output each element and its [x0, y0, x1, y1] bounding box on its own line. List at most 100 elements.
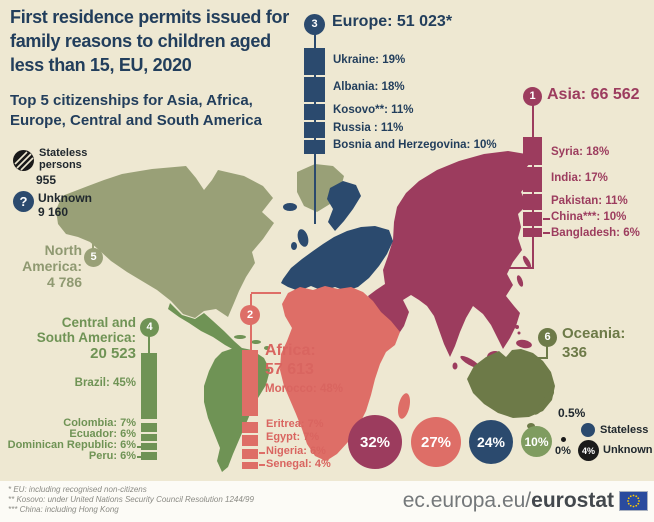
philippines-south-shape: [517, 331, 521, 335]
sri-lanka-shape: [452, 362, 458, 370]
europe-country-kosovo: Kosovo**: 11%: [333, 104, 414, 116]
csa-country-peru: Peru: 6%: [88, 450, 136, 462]
africa-senegal-tick: [259, 464, 265, 466]
new-zealand-south-shape: [533, 403, 545, 415]
legend-unknown-label: Unknown: [603, 444, 653, 456]
page-title-line1: First residence permits issued for: [10, 7, 289, 27]
africa-country-eritrea: Eritrea: 7%: [266, 418, 324, 430]
page-title-line2: family reasons to children aged: [10, 31, 271, 51]
csa-rank-badge: 4: [140, 318, 159, 337]
sumatra-shape: [460, 355, 480, 369]
north-america-connector-line-vertical: [92, 239, 94, 249]
continent-africa-shape: [280, 286, 400, 461]
question-mark-glyph: ?: [19, 194, 28, 209]
share-bubble-africa: 27%: [411, 417, 461, 467]
csa-country-brazil: Brazil: 45%: [74, 377, 136, 389]
asia-country-pakistan: Pakistan: 11%: [551, 195, 628, 207]
africa-country-senegal: Senegal: 4%: [266, 458, 331, 470]
iceland-shape: [283, 203, 297, 211]
europe-country-albania: Albania: 18%: [333, 81, 405, 93]
asia-china-tick: [543, 218, 550, 220]
north-america-connector-line-horizontal: [92, 237, 158, 239]
stateless-persons-value: 955: [36, 173, 57, 187]
csa-heading-line2: South America:: [36, 330, 136, 345]
europe-bar-albania: [304, 77, 325, 102]
central-america-shape: [168, 303, 243, 351]
legend-unknown-circle: 4%: [578, 440, 599, 461]
csa-dominican-tick: [137, 446, 141, 448]
oceania-rank-badge: 6: [538, 328, 557, 347]
footer-url-regular: ec.europa.eu/: [402, 489, 532, 512]
asia-bar-india: [523, 167, 542, 192]
csa-country-dominican-republic: Dominican Republic: 6%: [7, 439, 136, 451]
legend-stateless-pct: 0.5%: [558, 406, 586, 420]
africa-bar-eritrea: [242, 422, 258, 433]
footnote-eu: * EU: including recognised non-citizens: [8, 485, 147, 494]
new-guinea-shape: [516, 339, 532, 349]
footer-strip: [0, 481, 654, 522]
africa-country-egypt: Egypt: 7%: [266, 431, 320, 443]
footnote-china: *** China: including Hong Kong: [8, 505, 119, 514]
asia-rank-badge: 1: [523, 87, 542, 106]
csa-country-ecuador: Ecuador: 6%: [69, 428, 136, 440]
unknown-icon: ?: [13, 191, 34, 212]
europe-bar-russia: [304, 122, 325, 138]
asia-bangladesh-tick: [543, 232, 550, 234]
footer-url: ec.europa.eu/eurostat: [330, 484, 648, 518]
japan-south-shape: [516, 275, 524, 287]
antilles-shape: [264, 346, 270, 350]
europe-heading: Europe: 51 023*: [332, 13, 453, 30]
europe-country-ukraine: Ukraine: 19%: [333, 54, 406, 66]
africa-rank-badge: 2: [240, 305, 260, 325]
new-zealand-north-shape: [543, 390, 555, 402]
scandinavia-shape: [327, 181, 361, 231]
csa-country-colombia: Colombia: 7%: [63, 417, 136, 429]
asia-bar-bangladesh: [523, 228, 542, 237]
csa-bar-ecuador: [141, 434, 157, 441]
page-subtitle-line2: Europe, Central and South America: [10, 112, 262, 129]
unknown-label: Unknown: [38, 191, 92, 205]
share-bubble-zero-dot: [561, 437, 566, 442]
north-america-rank-badge: 5: [84, 248, 103, 267]
page-subtitle-line1: Top 5 citizenships for Asia, Africa,: [10, 92, 253, 109]
csa-heading-line3: 20 523: [90, 345, 136, 362]
madagascar-shape: [397, 393, 411, 419]
africa-bar-nigeria: [242, 449, 258, 459]
europe-rank-badge: 3: [304, 14, 325, 35]
australia-shape: [467, 349, 555, 418]
continent-europe-shape: [281, 226, 393, 291]
africa-country-morocco: Morocco: 48%: [265, 383, 343, 395]
share-bubble-zero-label: 0%: [555, 445, 571, 457]
csa-bar-brazil: [141, 353, 157, 419]
continent-north-america-shape: [56, 166, 274, 318]
oceania-connector-line-horizontal: [521, 357, 547, 359]
africa-bar-egypt: [242, 435, 258, 446]
north-america-heading-line3: 4 786: [46, 274, 82, 290]
legend-stateless-dot: [581, 423, 595, 437]
legend-stateless-label: Stateless: [600, 424, 649, 436]
footnote-kosovo: ** Kosovo: under United Nations Security…: [8, 495, 254, 504]
asia-country-china: China***: 10%: [551, 211, 627, 223]
britain-shape: [297, 229, 309, 247]
asia-country-bangladesh: Bangladesh: 6%: [551, 227, 640, 239]
hispaniola-shape: [251, 340, 261, 344]
north-america-heading-line2: America:: [22, 258, 82, 274]
europe-bar-ukraine: [304, 48, 325, 75]
asia-bar-syria: [523, 137, 542, 165]
csa-connector-line: [148, 336, 150, 354]
europe-bar-kosovo: [304, 104, 325, 120]
north-america-heading-line1: North: [44, 242, 82, 258]
footer-url-bold: eurostat: [531, 489, 614, 512]
africa-bar-morocco: [242, 350, 258, 416]
stateless-persons-label-line1: Stateless: [39, 147, 88, 159]
csa-bar-colombia: [141, 423, 157, 432]
asia-connector-line-horizontal: [505, 267, 533, 269]
ireland-shape: [291, 242, 297, 250]
europe-country-bosnia: Bosnia and Herzegovina: 10%: [333, 139, 497, 151]
asia-bar-china: [523, 212, 542, 226]
asia-heading: Asia: 66 562: [547, 86, 640, 103]
eu-flag-logo: [619, 491, 648, 511]
africa-country-nigeria: Nigeria: 6%: [266, 445, 326, 457]
